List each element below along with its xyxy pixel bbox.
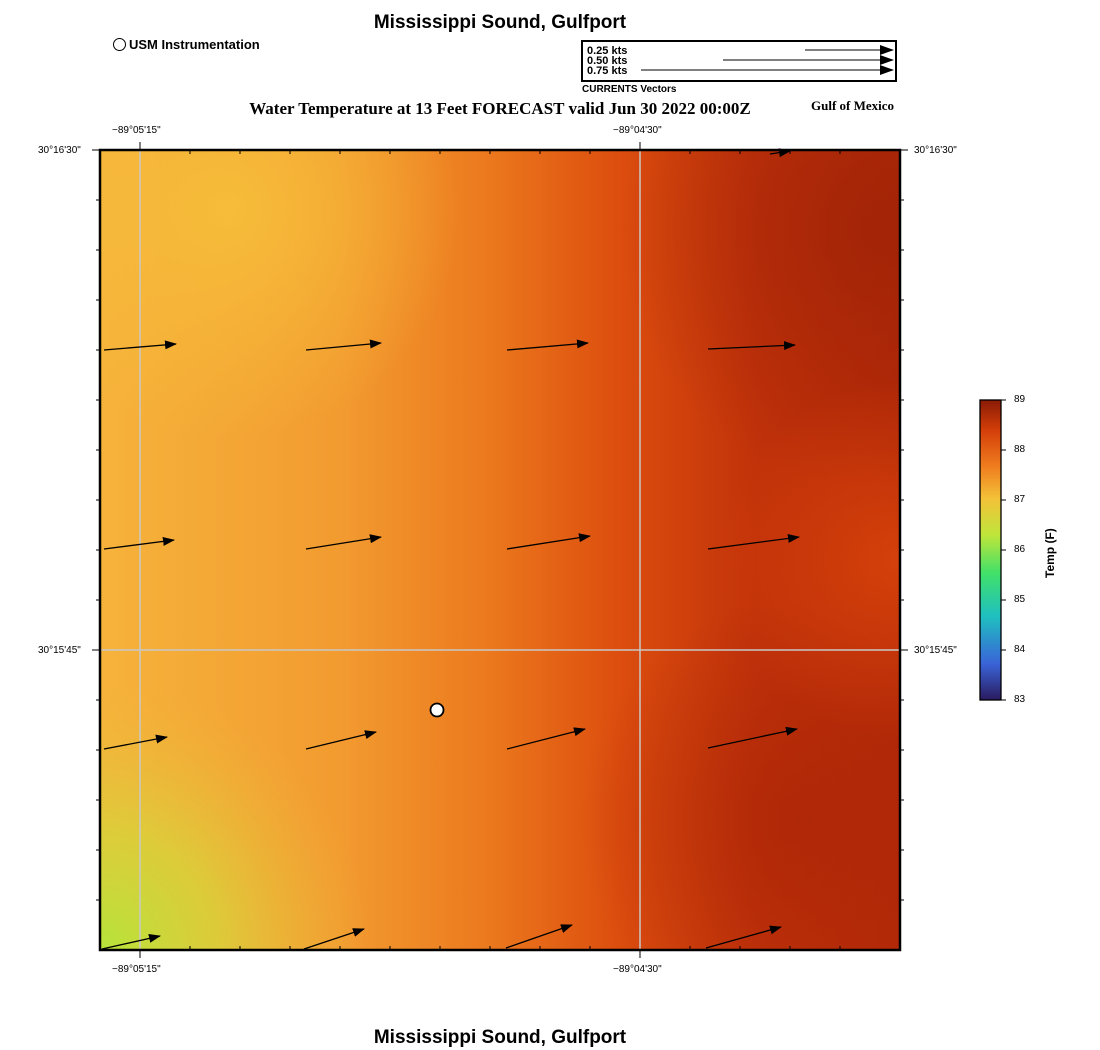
current-vector-arrow-icon [305, 730, 377, 750]
current-vector-arrow-icon [707, 726, 798, 749]
current-vector-arrow-icon [707, 533, 800, 550]
colorbar-label: 88 [1014, 444, 1026, 455]
vector-legend-entry: 0.25 kts [587, 45, 628, 57]
current-vector-arrow-icon [506, 533, 591, 550]
station-legend-label: USM Instrumentation [129, 37, 260, 52]
x-tick-label-top: −89°05'15" [112, 125, 161, 136]
map-footer-title: Mississippi Sound, Gulfport [373, 1027, 627, 1048]
x-tick-label-bottom: −89°04'30" [613, 964, 662, 975]
y-tick-label-left: 30°16'30" [38, 145, 81, 156]
temperature-map [92, 142, 908, 958]
current-vectors [101, 148, 800, 950]
colorbar-title: Temp (F) [1043, 528, 1057, 578]
current-vector-arrow-icon [506, 727, 586, 750]
station-marker-icon [429, 702, 445, 718]
x-tick-label-top: −89°04'30" [613, 125, 662, 136]
y-tick-label-right: 30°16'30" [914, 145, 957, 156]
colorbar-label: 87 [1014, 494, 1026, 505]
current-vector-arrow-icon [101, 934, 161, 950]
current-vector-arrow-icon [103, 536, 175, 550]
vector-legend-entry: 0.50 kts [587, 55, 628, 67]
colorbar [979, 399, 1006, 701]
current-vector-arrow-icon [103, 734, 168, 750]
colorbar-label: 86 [1014, 544, 1026, 555]
colorbar-gradient [979, 399, 1002, 701]
colorbar-label: 84 [1014, 644, 1026, 655]
colorbar-label: 89 [1014, 394, 1026, 405]
y-tick-label-right: 30°15'45" [914, 645, 957, 656]
vector-legend-arrows [641, 45, 894, 75]
current-vector-arrow-icon [103, 340, 177, 351]
colorbar-label: 85 [1014, 594, 1026, 605]
colorbar-label: 83 [1014, 694, 1026, 705]
map-title: Mississippi Sound, Gulfport [373, 12, 627, 33]
current-vector-arrow-icon [505, 924, 573, 949]
map-ticks [92, 142, 908, 958]
station-circle-icon [113, 38, 126, 51]
current-vector-arrow-icon [305, 534, 382, 550]
current-vector-arrow-icon [769, 148, 791, 158]
vector-legend-caption: CURRENTS Vectors [582, 84, 677, 95]
y-tick-label-left: 30°15'45" [38, 645, 81, 656]
region-label: Gulf of Mexico [811, 98, 895, 113]
current-vector-arrow-icon [506, 339, 589, 351]
station-legend: USM Instrumentation [113, 37, 260, 52]
vector-legend-entry: 0.75 kts [587, 65, 628, 77]
x-tick-label-bottom: −89°05'15" [112, 964, 161, 975]
current-vector-arrow-icon [707, 341, 796, 351]
current-vector-arrow-icon [305, 339, 382, 351]
current-vector-arrow-icon [303, 928, 365, 950]
forecast-subtitle: Water Temperature at 13 Feet FORECAST va… [249, 99, 751, 118]
current-vector-arrow-icon [705, 925, 782, 949]
vector-legend: 0.25 kts 0.50 kts 0.75 kts [581, 40, 897, 82]
